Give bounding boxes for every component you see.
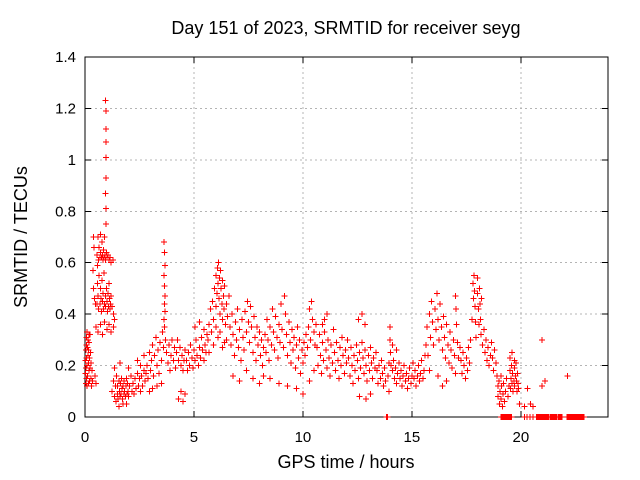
- y-tick-label: 0.4: [55, 306, 76, 323]
- axis-ticks: [84, 56, 608, 418]
- x-tick-label: 0: [81, 429, 89, 446]
- y-axis-label: SRMTID / TECUs: [11, 166, 31, 308]
- y-tick-label: 1: [68, 152, 76, 169]
- y-tick-label: 1.4: [55, 49, 76, 66]
- y-tick-label: 0.2: [55, 358, 76, 375]
- x-tick-label: 10: [295, 429, 312, 446]
- chart-title: Day 151 of 2023, SRMTID for receiver sey…: [171, 18, 520, 38]
- x-tick-label: 15: [404, 429, 421, 446]
- x-axis-label: GPS time / hours: [277, 452, 414, 472]
- x-tick-label: 5: [190, 429, 198, 446]
- y-tick-label: 1.2: [55, 100, 76, 117]
- x-tick-labels: 0 5 10 15 20: [81, 429, 529, 446]
- y-tick-label: 0.8: [55, 203, 76, 220]
- scatter-points: [82, 97, 587, 420]
- y-tick-label: 0.6: [55, 255, 76, 272]
- y-tick-label: 0: [68, 409, 76, 426]
- x-tick-label: 20: [512, 429, 529, 446]
- y-tick-labels: 0 0.2 0.4 0.6 0.8 1 1.2 1.4: [55, 49, 76, 426]
